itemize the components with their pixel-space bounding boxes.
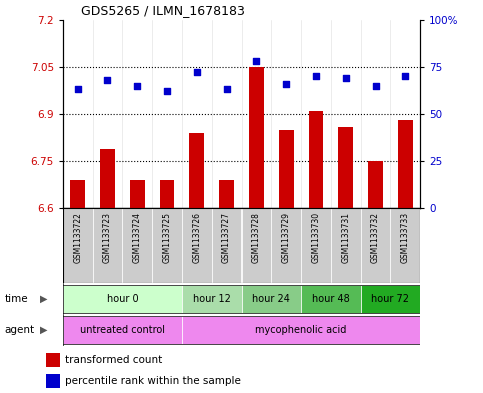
Text: GSM1133724: GSM1133724	[133, 212, 142, 263]
Bar	[152, 208, 182, 283]
Bar	[390, 208, 420, 283]
Text: GSM1133731: GSM1133731	[341, 212, 350, 263]
Bar	[122, 208, 152, 283]
Text: percentile rank within the sample: percentile rank within the sample	[65, 376, 241, 386]
Text: GSM1133726: GSM1133726	[192, 212, 201, 263]
Text: GSM1133729: GSM1133729	[282, 212, 291, 263]
Bar	[46, 374, 59, 388]
Bar	[182, 208, 212, 283]
Point	[74, 86, 82, 93]
Point	[372, 83, 380, 89]
Bar	[301, 285, 361, 313]
Bar	[182, 316, 420, 344]
Bar	[361, 285, 420, 313]
Bar	[63, 208, 93, 283]
Bar	[100, 149, 115, 208]
Bar	[242, 208, 271, 283]
Bar	[361, 208, 390, 283]
Point	[401, 73, 409, 79]
Text: GSM1133725: GSM1133725	[163, 212, 171, 263]
Text: hour 24: hour 24	[252, 294, 290, 304]
Text: GDS5265 / ILMN_1678183: GDS5265 / ILMN_1678183	[81, 4, 244, 17]
Bar	[189, 133, 204, 208]
Bar	[249, 67, 264, 208]
Bar	[130, 180, 145, 208]
Text: GSM1133722: GSM1133722	[73, 212, 82, 263]
Bar	[182, 285, 242, 313]
Text: GSM1133732: GSM1133732	[371, 212, 380, 263]
Text: GSM1133733: GSM1133733	[401, 212, 410, 263]
Bar	[219, 180, 234, 208]
Text: hour 72: hour 72	[371, 294, 410, 304]
Bar	[338, 127, 353, 208]
Bar	[368, 161, 383, 208]
Text: ▶: ▶	[40, 294, 47, 304]
Text: hour 12: hour 12	[193, 294, 231, 304]
Text: GSM1133728: GSM1133728	[252, 212, 261, 263]
Point	[223, 86, 230, 93]
Bar	[331, 208, 361, 283]
Point	[312, 73, 320, 79]
Text: ▶: ▶	[40, 325, 47, 335]
Bar	[242, 285, 301, 313]
Bar	[70, 180, 85, 208]
Bar	[301, 208, 331, 283]
Bar	[93, 208, 122, 283]
Text: transformed count: transformed count	[65, 355, 163, 365]
Text: mycophenolic acid: mycophenolic acid	[256, 325, 347, 335]
Text: GSM1133730: GSM1133730	[312, 212, 320, 263]
Text: agent: agent	[5, 325, 35, 335]
Text: GSM1133723: GSM1133723	[103, 212, 112, 263]
Point	[193, 69, 201, 75]
Text: hour 48: hour 48	[312, 294, 350, 304]
Text: hour 0: hour 0	[107, 294, 138, 304]
Bar	[271, 208, 301, 283]
Text: time: time	[5, 294, 28, 304]
Text: untreated control: untreated control	[80, 325, 165, 335]
Text: GSM1133727: GSM1133727	[222, 212, 231, 263]
Bar	[63, 285, 182, 313]
Bar	[309, 111, 324, 208]
Bar	[212, 208, 242, 283]
Point	[133, 83, 141, 89]
Point	[342, 75, 350, 81]
Bar	[46, 353, 59, 367]
Point	[104, 77, 112, 83]
Bar	[63, 316, 182, 344]
Point	[282, 81, 290, 87]
Bar	[159, 180, 174, 208]
Bar	[398, 120, 413, 208]
Point	[253, 58, 260, 64]
Bar	[279, 130, 294, 208]
Point	[163, 88, 171, 94]
